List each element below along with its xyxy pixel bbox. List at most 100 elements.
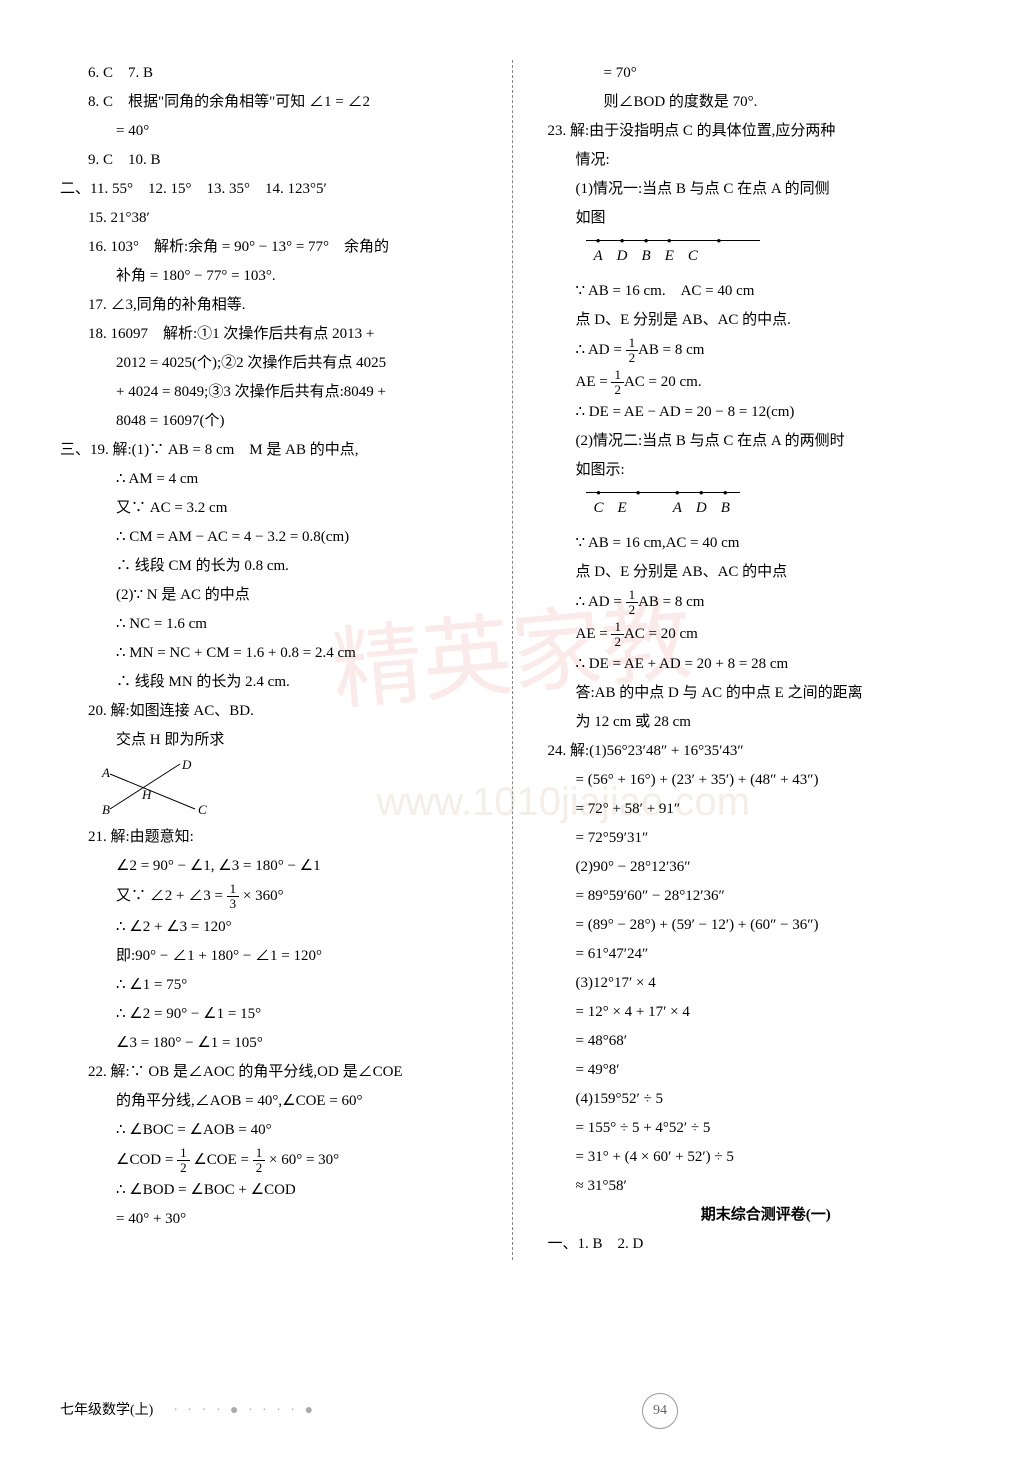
answer-line: ∴ ∠BOC = ∠AOB = 40°: [60, 1117, 497, 1144]
answer-line: ∴ AM = 4 cm: [60, 466, 497, 493]
answer-line: 如图示:: [548, 457, 985, 484]
text-pre: AE =: [576, 374, 612, 390]
page-footer: 七年级数学(上) · · · · ● · · · · ● 94: [60, 1393, 984, 1429]
fraction: 12: [626, 588, 639, 618]
text-pre: AE =: [576, 626, 612, 642]
answer-line: (2)90° − 28°12′36″: [548, 854, 985, 881]
text-post: × 360°: [239, 888, 283, 904]
answer-line: 22. 解:∵ OB 是∠AOC 的角平分线,OD 是∠COE: [60, 1059, 497, 1086]
answer-line: ∠2 = 90° − ∠1, ∠3 = 180° − ∠1: [60, 853, 497, 880]
answer-line: (4)159°52′ ÷ 5: [548, 1086, 985, 1113]
fraction: 12: [611, 620, 624, 650]
answer-line: 补角 = 180° − 77° = 103°.: [60, 263, 497, 290]
answer-line: ∴ 线段 CM 的长为 0.8 cm.: [60, 553, 497, 580]
point-e: E: [610, 492, 669, 522]
answer-line: ≈ 31°58′: [548, 1173, 985, 1200]
answer-line: 又∵ AC = 3.2 cm: [60, 495, 497, 522]
answer-line: 24. 解:(1)56°23′48″ + 16°35′43″: [548, 738, 985, 765]
answer-line: = 72° + 58′ + 91″: [548, 796, 985, 823]
answer-line: AE = 12AC = 20 cm.: [548, 368, 985, 398]
answer-line: = (56° + 16°) + (23′ + 35′) + (48″ + 43″…: [548, 767, 985, 794]
number-line-diagram: ADBEC: [548, 240, 985, 270]
answer-line: 又∵ ∠2 + ∠3 = 13 × 360°: [60, 882, 497, 912]
answer-line: ∵ AB = 16 cm. AC = 40 cm: [548, 278, 985, 305]
answer-line: ∴ ∠2 = 90° − ∠1 = 15°: [60, 1001, 497, 1028]
answer-line: 的角平分线,∠AOB = 40°,∠COE = 60°: [60, 1088, 497, 1115]
answer-line: = 155° ÷ 5 + 4°52′ ÷ 5: [548, 1115, 985, 1142]
right-column: = 70° 则∠BOD 的度数是 70°. 23. 解:由于没指明点 C 的具体…: [533, 60, 985, 1260]
answer-line: ∴ CM = AM − AC = 4 − 3.2 = 0.8(cm): [60, 524, 497, 551]
answer-line: = (89° − 28°) + (59′ − 12′) + (60″ − 36″…: [548, 912, 985, 939]
answer-line: = 70°: [548, 60, 985, 87]
answer-line: = 40°: [60, 118, 497, 145]
page-content: 6. C 7. B 8. C 根据"同角的余角相等"可知 ∠1 = ∠2 = 4…: [60, 60, 984, 1260]
answer-line: 21. 解:由题意知:: [60, 824, 497, 851]
answer-line: 如图: [548, 205, 985, 232]
answer-line: ∴ DE = AE + AD = 20 + 8 = 28 cm: [548, 651, 985, 678]
answer-line: ∴ 线段 MN 的长为 2.4 cm.: [60, 669, 497, 696]
answer-line: = 40° + 30°: [60, 1206, 497, 1233]
answer-line: + 4024 = 8049;③3 次操作后共有点:8049 +: [60, 379, 497, 406]
fraction: 12: [611, 368, 624, 398]
answer-line: = 31° + (4 × 60′ + 52′) ÷ 5: [548, 1144, 985, 1171]
answer-line: 一、1. B 2. D: [548, 1231, 985, 1258]
section-line: 二、11. 55° 12. 15° 13. 35° 14. 123°5′: [60, 176, 497, 203]
answer-line: ∴ ∠1 = 75°: [60, 972, 497, 999]
answer-line: 9. C 10. B: [60, 147, 497, 174]
answer-line: = 89°59′60″ − 28°12′36″: [548, 883, 985, 910]
fraction: 13: [227, 882, 240, 912]
answer-line: 即:90° − ∠1 + 180° − ∠1 = 120°: [60, 943, 497, 970]
answer-line: ∴ AD = 12AB = 8 cm: [548, 588, 985, 618]
answer-line: = 61°47′24″: [548, 941, 985, 968]
fraction: 12: [253, 1146, 266, 1176]
svg-text:A: A: [101, 765, 110, 780]
point-c: C: [680, 240, 760, 270]
answer-line: (2)∵ N 是 AC 的中点: [60, 582, 497, 609]
answer-line: 23. 解:由于没指明点 C 的具体位置,应分两种: [548, 118, 985, 145]
answer-line: 点 D、E 分别是 AB、AC 的中点.: [548, 307, 985, 334]
point-b: B: [713, 492, 740, 522]
answer-line: ∠COD = 12 ∠COE = 12 × 60° = 30°: [60, 1146, 497, 1176]
answer-line: 情况:: [548, 147, 985, 174]
answer-line: 为 12 cm 或 28 cm: [548, 709, 985, 736]
section-title: 期末综合测评卷(一): [548, 1202, 985, 1229]
answer-line: = 49°8′: [548, 1057, 985, 1084]
grade-label: 七年级数学(上): [60, 1398, 153, 1423]
text-post: AB = 8 cm: [638, 342, 704, 358]
answer-line: 则∠BOD 的度数是 70°.: [548, 89, 985, 116]
answer-line: ∴ ∠2 + ∠3 = 120°: [60, 914, 497, 941]
section-line: 三、19. 解:(1)∵ AB = 8 cm M 是 AB 的中点,: [60, 437, 497, 464]
page-number: 94: [642, 1393, 678, 1429]
answer-line: 6. C 7. B: [60, 60, 497, 87]
answer-line: 18. 16097 解析:①1 次操作后共有点 2013 +: [60, 321, 497, 348]
answer-line: 8. C 根据"同角的余角相等"可知 ∠1 = ∠2: [60, 89, 497, 116]
text-post: AC = 20 cm.: [624, 374, 702, 390]
text-pre: ∴ AD =: [576, 594, 626, 610]
svg-text:C: C: [198, 802, 207, 817]
answer-line: 2012 = 4025(个);②2 次操作后共有点 4025: [60, 350, 497, 377]
answer-line: 答:AB 的中点 D 与 AC 的中点 E 之间的距离: [548, 680, 985, 707]
answer-line: (1)情况一:当点 B 与点 C 在点 A 的同侧: [548, 176, 985, 203]
svg-text:D: D: [181, 759, 192, 772]
answer-line: 15. 21°38′: [60, 205, 497, 232]
answer-line: (2)情况二:当点 B 与点 C 在点 A 的两侧时: [548, 428, 985, 455]
answer-line: 8048 = 16097(个): [60, 408, 497, 435]
answer-line: ∠3 = 180° − ∠1 = 105°: [60, 1030, 497, 1057]
answer-line: AE = 12AC = 20 cm: [548, 620, 985, 650]
answer-line: 交点 H 即为所求: [60, 727, 497, 754]
svg-text:B: B: [102, 802, 110, 817]
answer-line: 17. ∠3,同角的补角相等.: [60, 292, 497, 319]
answer-line: ∴ NC = 1.6 cm: [60, 611, 497, 638]
fraction: 12: [626, 336, 639, 366]
text-pre: 又∵ ∠2 + ∠3 =: [116, 888, 227, 904]
answer-line: 16. 103° 解析:余角 = 90° − 13° = 77° 余角的: [60, 234, 497, 261]
left-column: 6. C 7. B 8. C 根据"同角的余角相等"可知 ∠1 = ∠2 = 4…: [60, 60, 513, 1260]
answer-line: = 48°68′: [548, 1028, 985, 1055]
answer-line: = 72°59′31″: [548, 825, 985, 852]
answer-line: (3)12°17′ × 4: [548, 970, 985, 997]
text-post: AC = 20 cm: [624, 626, 698, 642]
answer-line: ∵ AB = 16 cm,AC = 40 cm: [548, 530, 985, 557]
fraction: 12: [177, 1146, 190, 1176]
answer-line: ∴ ∠BOD = ∠BOC + ∠COD: [60, 1177, 497, 1204]
text-pre: ∴ AD =: [576, 342, 626, 358]
